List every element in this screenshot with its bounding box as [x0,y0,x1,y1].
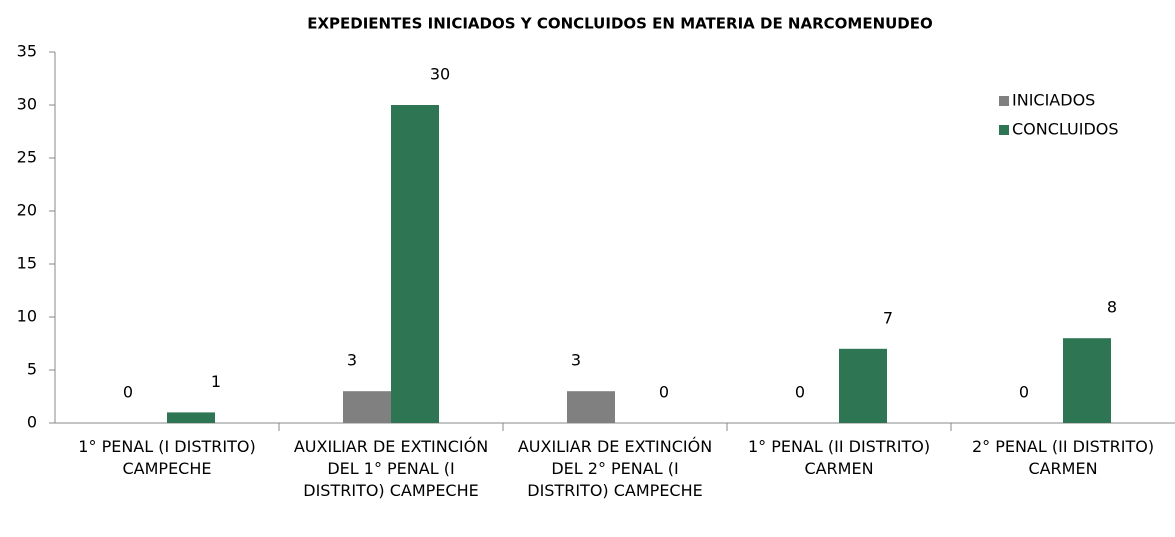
legend-label: INICIADOS [1012,91,1095,110]
legend-label: CONCLUIDOS [1012,120,1119,139]
y-tick-label: 20 [17,201,37,220]
data-label: 3 [571,351,581,370]
bar [567,391,615,423]
x-tick-label: AUXILIAR DE EXTINCIÓN DEL 1° PENAL (I DI… [293,437,489,500]
y-tick-label: 0 [27,413,37,432]
y-tick-label: 35 [17,42,37,61]
legend-swatch [999,96,1009,106]
data-label: 0 [123,383,133,402]
data-label: 1 [211,372,221,391]
x-tick-label: 1° PENAL (II DISTRITO) CARMEN [747,437,931,478]
data-label: 0 [795,383,805,402]
bar [343,391,391,423]
data-label: 8 [1107,298,1117,317]
x-tick-label: 1° PENAL (I DISTRITO) CAMPECHE [78,437,256,478]
data-label: 7 [883,308,893,327]
data-label: 0 [659,383,669,402]
x-tick-label: 2° PENAL (II DISTRITO) CARMEN [971,437,1155,478]
y-tick-label: 25 [17,148,37,167]
data-label: 30 [430,65,450,84]
data-label: 3 [347,351,357,370]
bar [167,412,215,423]
data-label: 0 [1019,383,1029,402]
y-tick-label: 5 [27,360,37,379]
y-tick-label: 10 [17,307,37,326]
legend-swatch [999,125,1009,135]
bar [391,105,439,423]
bar [839,348,887,423]
y-tick-label: 15 [17,254,37,273]
bar [1063,338,1111,423]
y-tick-label: 30 [17,95,37,114]
x-tick-label: AUXILIAR DE EXTINCIÓN DEL 2° PENAL (I DI… [517,437,713,500]
chart-title: EXPEDIENTES INICIADOS Y CONCLUIDOS EN MA… [307,15,933,33]
